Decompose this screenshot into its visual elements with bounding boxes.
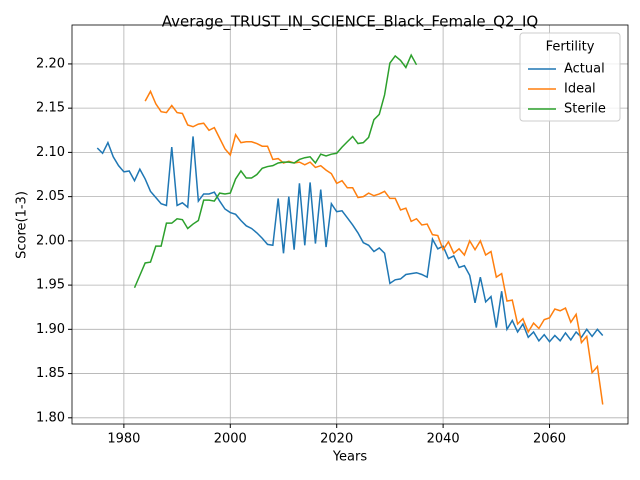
- legend-label: Actual: [564, 62, 605, 77]
- series-line: [96, 136, 604, 343]
- x-tick-label: 2020: [320, 432, 353, 447]
- y-tick-label: 1.95: [36, 278, 65, 293]
- y-tick-label: 2.20: [36, 56, 65, 71]
- legend-title: Fertility: [546, 40, 595, 55]
- series-line: [133, 53, 418, 289]
- y-tick-label: 1.90: [36, 322, 65, 337]
- y-tick-label: 2.05: [36, 189, 65, 204]
- legend-label: Ideal: [564, 82, 596, 97]
- legend-label: Sterile: [564, 102, 606, 117]
- y-tick-label: 2.15: [36, 101, 65, 116]
- series-line: [144, 89, 604, 405]
- y-axis-label: Score(1-3): [15, 191, 30, 259]
- x-tick-label: 2000: [214, 432, 247, 447]
- y-tick-label: 2.10: [36, 145, 65, 160]
- x-axis-label: Years: [332, 450, 368, 465]
- chart-title: Average_TRUST_IN_SCIENCE_Black_Female_Q2…: [162, 13, 538, 32]
- y-tick-label: 2.00: [36, 233, 65, 248]
- y-tick-label: 1.80: [36, 410, 65, 425]
- x-tick-label: 2060: [533, 432, 566, 447]
- legend: Fertility Actual Ideal Sterile: [519, 32, 621, 122]
- y-tick-label: 1.85: [36, 366, 65, 381]
- x-tick-label: 1980: [107, 432, 140, 447]
- plot-frame: [71, 24, 629, 425]
- legend-box: [519, 32, 621, 122]
- x-tick-label: 2040: [427, 432, 460, 447]
